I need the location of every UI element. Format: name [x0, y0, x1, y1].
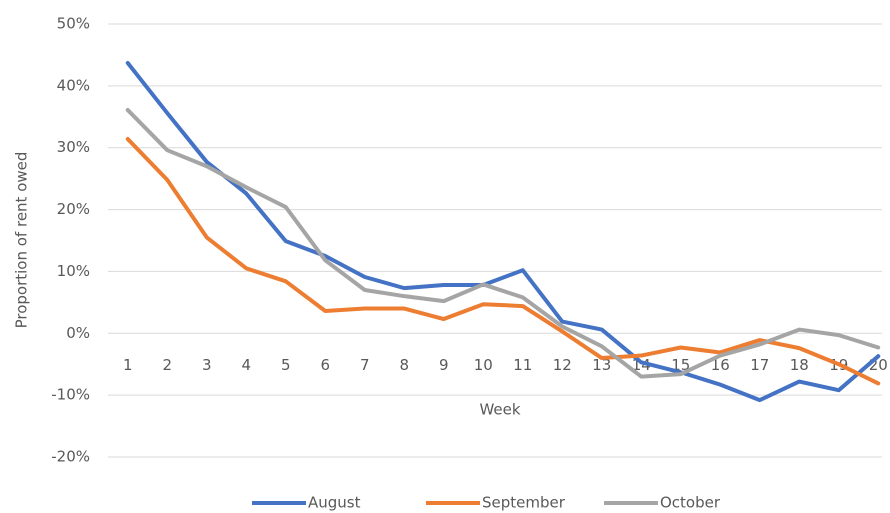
x-tick-label: 5	[281, 356, 291, 374]
x-tick-label: 16	[711, 356, 730, 374]
y-tick-label: 50%	[57, 15, 90, 33]
legend-label: September	[482, 494, 566, 512]
x-tick-label: 1	[123, 356, 133, 374]
x-tick-label: 3	[202, 356, 212, 374]
series-line	[125, 60, 881, 403]
y-tick-label: -20%	[51, 448, 90, 466]
x-tick-label: 11	[513, 356, 532, 374]
x-tick-label: 9	[439, 356, 449, 374]
y-axis-label: Proportion of rent owed	[13, 152, 31, 329]
y-tick-label: -10%	[51, 386, 90, 404]
x-tick-label: 18	[790, 356, 809, 374]
legend-label: October	[660, 494, 721, 512]
x-tick-label: 8	[399, 356, 409, 374]
x-tick-label: 4	[241, 356, 251, 374]
x-tick-label: 10	[474, 356, 493, 374]
series-line	[125, 137, 881, 386]
x-tick-label: 12	[553, 356, 572, 374]
y-tick-label: 30%	[57, 138, 90, 156]
y-tick-label: 0%	[66, 324, 90, 342]
x-tick-label: 2	[162, 356, 172, 374]
y-tick-label: 10%	[57, 262, 90, 280]
x-tick-label: 7	[360, 356, 370, 374]
x-tick-label: 17	[750, 356, 769, 374]
x-axis-label: Week	[479, 401, 520, 419]
series-line	[125, 107, 881, 379]
legend-label: August	[308, 494, 361, 512]
y-tick-label: 20%	[57, 200, 90, 218]
x-tick-label: 6	[320, 356, 330, 374]
x-tick-label: 13	[592, 356, 611, 374]
y-tick-label: 40%	[57, 76, 90, 94]
